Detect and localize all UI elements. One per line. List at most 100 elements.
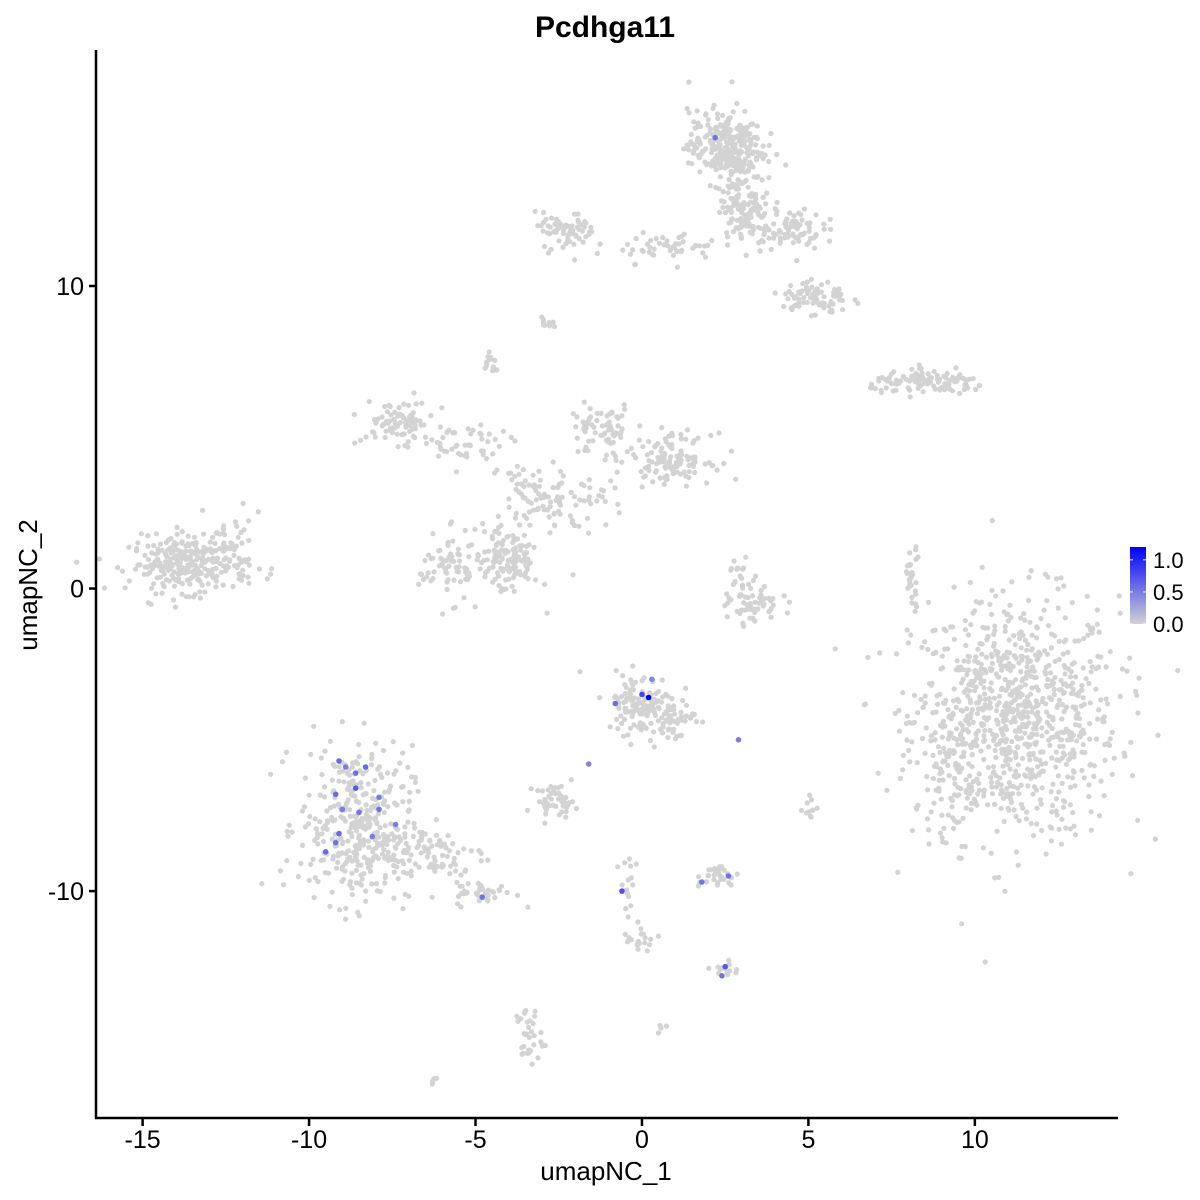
cell-point <box>982 691 988 697</box>
cell-point <box>804 220 810 227</box>
expressing-cell-point <box>725 873 732 879</box>
cell-point <box>644 452 651 458</box>
cell-point <box>877 650 883 656</box>
cell-point <box>171 554 178 560</box>
cell-point <box>513 510 519 516</box>
cell-point <box>561 230 567 237</box>
cell-point <box>980 624 986 630</box>
cell-point <box>624 449 630 455</box>
cell-point <box>951 636 958 642</box>
cell-point <box>998 662 1004 668</box>
cell-point <box>449 558 455 564</box>
cell-point <box>426 552 432 558</box>
cell-point <box>974 671 980 677</box>
cell-point <box>339 840 345 847</box>
cell-point <box>439 405 445 411</box>
cell-point <box>959 723 966 729</box>
cell-point <box>534 506 540 513</box>
cell-point <box>1086 680 1092 687</box>
cell-point <box>1037 797 1043 803</box>
cell-point <box>785 296 791 302</box>
cell-point <box>449 446 455 452</box>
cell-point <box>914 760 920 766</box>
cell-point <box>1026 752 1032 758</box>
cell-point <box>1025 766 1031 772</box>
cell-point <box>433 817 439 823</box>
cell-point <box>461 846 467 852</box>
cell-point <box>681 146 687 152</box>
cell-point <box>411 820 417 827</box>
cell-point <box>748 142 754 148</box>
cell-point <box>672 711 678 717</box>
cell-point <box>743 128 749 134</box>
cell-point <box>286 822 292 828</box>
cell-point <box>1017 684 1023 690</box>
cell-point <box>728 448 735 454</box>
cell-point <box>734 100 740 107</box>
cell-point <box>339 864 346 870</box>
cell-point <box>621 402 627 408</box>
cell-point <box>255 509 261 515</box>
cell-point <box>717 165 724 171</box>
cell-point <box>597 241 603 247</box>
cell-point <box>504 889 510 896</box>
cell-point <box>655 698 661 704</box>
cell-point <box>444 586 450 593</box>
cell-point <box>349 858 355 864</box>
cell-point <box>777 240 783 246</box>
cell-point <box>435 864 441 870</box>
cell-point <box>245 574 251 580</box>
cell-point <box>624 241 631 247</box>
cell-point <box>1016 725 1022 731</box>
cell-point <box>445 833 451 839</box>
cell-point <box>733 199 739 205</box>
x-tick-label: 5 <box>801 1126 815 1154</box>
cell-point <box>284 858 290 864</box>
cell-point <box>985 764 991 771</box>
cell-point <box>375 766 381 772</box>
cell-point <box>163 540 169 546</box>
cell-point <box>735 192 742 198</box>
cell-point <box>861 702 868 708</box>
cell-point <box>437 424 443 430</box>
cell-point <box>695 435 701 441</box>
cell-point <box>1039 725 1045 731</box>
cell-point <box>1022 637 1028 644</box>
cell-point <box>766 159 772 165</box>
cell-point <box>199 559 205 565</box>
cell-point <box>648 720 654 726</box>
cell-point <box>358 872 364 878</box>
cell-point <box>462 527 468 534</box>
cell-point <box>126 578 132 584</box>
cell-point <box>801 206 808 212</box>
cell-point <box>405 439 411 445</box>
cell-point <box>246 537 252 544</box>
cell-point <box>283 749 289 756</box>
cell-point <box>774 151 780 158</box>
cell-point <box>1044 709 1050 715</box>
cell-point <box>937 830 944 836</box>
cell-point <box>436 453 442 459</box>
cell-point <box>348 824 354 831</box>
cell-point <box>919 374 926 380</box>
cell-point <box>730 141 736 147</box>
cell-point <box>949 804 955 810</box>
cell-point <box>412 435 418 441</box>
expressing-cell-point <box>352 785 359 791</box>
cell-point <box>306 821 312 827</box>
cell-point <box>556 812 562 818</box>
cell-point <box>750 121 756 127</box>
cell-point <box>969 751 975 758</box>
cell-point <box>403 424 409 430</box>
cell-point <box>475 892 481 898</box>
cell-point <box>322 870 328 876</box>
cell-point <box>438 562 444 568</box>
cell-point <box>748 138 754 144</box>
cell-point <box>377 825 383 831</box>
cell-point <box>964 795 971 801</box>
cell-point <box>975 646 981 652</box>
cell-point <box>555 785 561 791</box>
cell-point <box>970 719 976 726</box>
cell-point <box>1060 651 1066 657</box>
cell-point <box>962 740 969 747</box>
